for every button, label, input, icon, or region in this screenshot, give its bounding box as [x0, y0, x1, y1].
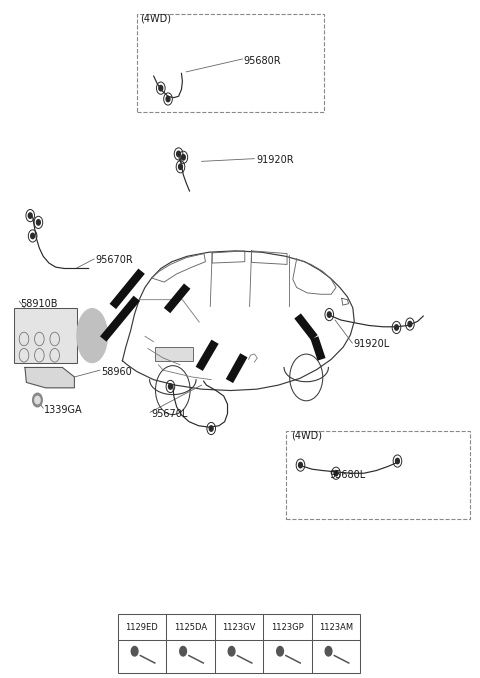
Circle shape — [33, 393, 42, 407]
Bar — [155, 347, 193, 361]
Text: 1129ED: 1129ED — [125, 622, 158, 632]
Text: 1123GP: 1123GP — [271, 622, 304, 632]
Circle shape — [327, 312, 331, 317]
Text: 58960: 58960 — [101, 367, 132, 376]
Circle shape — [228, 647, 235, 656]
Circle shape — [159, 85, 163, 91]
Circle shape — [181, 155, 185, 160]
Circle shape — [334, 471, 338, 476]
Text: 91920L: 91920L — [353, 340, 390, 349]
Circle shape — [209, 426, 213, 431]
Circle shape — [31, 233, 35, 239]
Circle shape — [408, 321, 412, 327]
Text: 95680R: 95680R — [244, 56, 281, 66]
Circle shape — [299, 462, 302, 468]
Bar — [118, 614, 360, 673]
Text: 95670R: 95670R — [95, 256, 133, 265]
Text: 58910B: 58910B — [20, 299, 58, 308]
Circle shape — [28, 213, 32, 218]
Circle shape — [180, 647, 186, 656]
Text: 1125DA: 1125DA — [174, 622, 207, 632]
Text: (4WD): (4WD) — [291, 431, 322, 440]
Ellipse shape — [77, 308, 108, 363]
Circle shape — [395, 325, 398, 330]
Polygon shape — [25, 367, 74, 388]
Text: 1339GA: 1339GA — [44, 405, 83, 414]
Bar — [14, 308, 77, 363]
Text: 95670L: 95670L — [151, 409, 188, 418]
Circle shape — [35, 396, 40, 404]
Circle shape — [276, 647, 283, 656]
Circle shape — [177, 151, 180, 157]
Circle shape — [166, 96, 170, 102]
Bar — [286, 431, 470, 519]
Text: 1123AM: 1123AM — [319, 622, 353, 632]
Bar — [137, 14, 324, 112]
Circle shape — [36, 220, 40, 225]
Circle shape — [396, 458, 399, 464]
Text: 1123GV: 1123GV — [222, 622, 255, 632]
Text: 95680L: 95680L — [329, 470, 366, 479]
Circle shape — [168, 384, 172, 389]
Circle shape — [131, 647, 138, 656]
Text: (4WD): (4WD) — [140, 14, 171, 24]
Circle shape — [325, 647, 332, 656]
Circle shape — [179, 164, 182, 170]
Text: 91920R: 91920R — [256, 155, 294, 165]
